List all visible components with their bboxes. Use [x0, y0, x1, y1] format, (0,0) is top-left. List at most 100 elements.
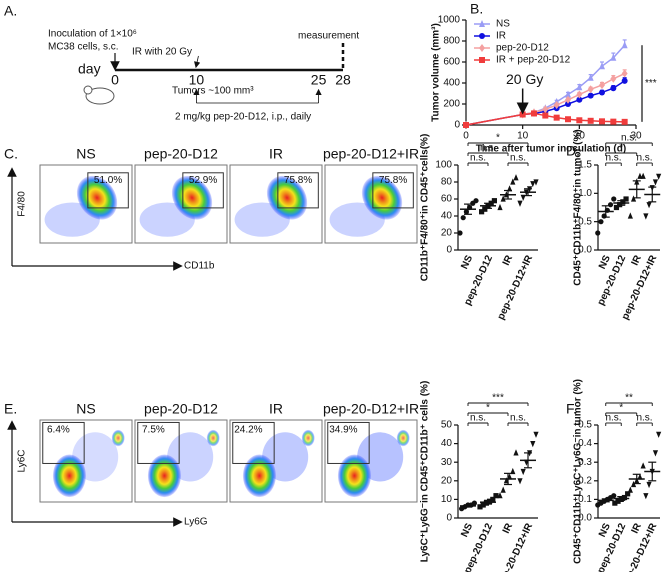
density [76, 175, 118, 220]
legend-label: IR [496, 31, 506, 42]
mouse-icon [83, 85, 93, 95]
y-axis-title: Tumor volume (mm³) [431, 23, 442, 122]
panel-label: B. [470, 1, 483, 17]
y-tick-label: 20 [441, 475, 453, 486]
marker [652, 179, 659, 186]
density [361, 175, 403, 220]
y-tick-label: 10 [441, 494, 453, 505]
marker [500, 486, 506, 493]
marker [646, 481, 652, 489]
sig-label: n.s. [480, 143, 496, 154]
y-tick-label: 0 [454, 120, 460, 131]
marker [565, 90, 571, 98]
day-tick: 28 [335, 72, 351, 88]
axis-title: Ly6G [184, 517, 208, 528]
y-tick-label: 200 [443, 99, 460, 110]
y-tick-label: 20 [441, 228, 453, 239]
density [52, 454, 86, 498]
marker [463, 122, 469, 128]
marker [627, 212, 633, 219]
x-tick-label: NS [459, 521, 475, 539]
marker [652, 450, 659, 457]
marker [599, 81, 605, 90]
marker [460, 215, 466, 221]
panel-label: A. [4, 3, 17, 19]
marker [599, 62, 605, 70]
arrow [193, 55, 201, 69]
legend-label: pep-20-D12 [496, 43, 549, 54]
y-tick-label: 0.4 [578, 438, 592, 449]
marker [533, 431, 539, 438]
legend-marker [479, 33, 485, 39]
marker [612, 500, 618, 506]
y-tick-label: 100 [435, 160, 452, 171]
marker [611, 196, 617, 202]
marker [643, 493, 649, 500]
marker [520, 194, 526, 201]
legend-marker [479, 20, 485, 27]
marker [643, 213, 649, 220]
sig-label: n.s. [510, 413, 526, 424]
x-tick-label: IR [501, 253, 516, 267]
marker [517, 200, 523, 207]
marker [500, 195, 506, 202]
marker [513, 449, 519, 456]
y-tick-label: 1.0 [578, 188, 592, 199]
marker [576, 117, 583, 124]
marker [520, 468, 526, 476]
marker [646, 202, 652, 209]
sig-label: * [496, 133, 500, 144]
y-tick-label: 1000 [438, 15, 461, 26]
marker [610, 53, 617, 61]
day-label: day [78, 61, 101, 77]
gate-percent: 51.0% [94, 175, 122, 186]
plot-title: pep-20-D12 [144, 146, 218, 162]
marker [615, 498, 621, 504]
marker [565, 101, 571, 107]
marker [531, 110, 537, 117]
density [396, 429, 410, 447]
day-tick: 0 [111, 72, 119, 88]
marker [625, 491, 631, 497]
density [147, 454, 181, 498]
y-axis-title: Ly6C⁺Ly6G⁻in CD45⁺CD11b⁺ cells (%) [420, 381, 431, 563]
x-tick-label: IR [630, 521, 645, 535]
density [242, 454, 276, 498]
gate [137, 421, 180, 464]
y-tick-label: 0 [446, 513, 452, 524]
marker [621, 118, 628, 125]
panel-label: C. [4, 146, 18, 162]
note: 2 mg/kg pep-20-D12, i.p., daily [175, 112, 311, 123]
note: MC38 cells, s.c. [48, 42, 119, 53]
y-tick-label: 0.1 [578, 494, 592, 505]
axis-title: CD11b [184, 261, 215, 272]
gate-percent: 7.5% [142, 424, 165, 435]
y-tick-label: 400 [443, 78, 460, 89]
y-tick-label: 0.2 [578, 475, 592, 486]
plot-title: pep-20-D12 [144, 401, 218, 417]
gate-percent: 52.9% [189, 175, 217, 186]
x-tick-label: IR [501, 521, 516, 535]
sig-label: n.s. [470, 153, 486, 164]
sig-label: n.s. [621, 133, 637, 144]
density [266, 175, 308, 220]
y-axis-title: CD45⁺CD11b⁺F4/80⁺in tumor (%) [573, 129, 584, 285]
marker [621, 77, 628, 84]
sig-label: n.s. [510, 153, 526, 164]
marker [510, 467, 516, 475]
marker [599, 118, 605, 125]
density [111, 429, 125, 447]
panel-label: D. [566, 143, 580, 159]
marker [576, 96, 583, 103]
marker [637, 473, 643, 480]
marker [607, 202, 614, 208]
marker [565, 95, 571, 104]
plot-title: NS [76, 401, 95, 417]
annotation: *** [645, 78, 657, 89]
y-tick-label: 40 [441, 211, 453, 222]
marker [587, 117, 594, 124]
plot-title: pep-20-D12+IR [323, 401, 419, 417]
day-tick: 10 [189, 72, 205, 88]
marker [497, 492, 503, 499]
sig-label: n.s. [636, 153, 652, 164]
